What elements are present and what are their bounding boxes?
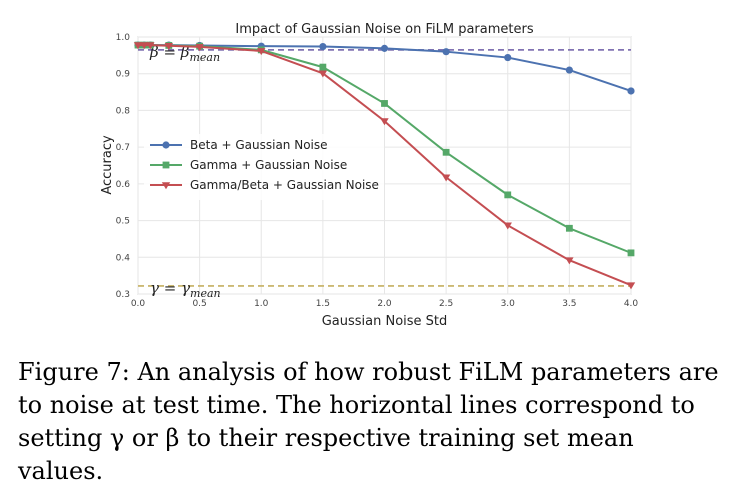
legend-box — [144, 134, 384, 200]
x-tick-label: 3.5 — [562, 299, 576, 309]
x-tick-label: 2.5 — [439, 299, 453, 309]
x-tick-label: 1.0 — [254, 299, 269, 309]
legend-label: Gamma/Beta + Gaussian Noise — [190, 178, 379, 192]
data-point — [380, 44, 389, 52]
tick-labels: 0.0 0.5 1.0 1.5 2.0 2.5 3.0 3.5 4.0 0.3 0.4 0.5 0.6 0… — [116, 33, 639, 309]
data-point — [319, 42, 327, 51]
data-point — [381, 100, 388, 107]
ref-label-eq: = — [159, 43, 181, 61]
data-point — [441, 174, 451, 182]
data-point — [627, 87, 635, 95]
data-point — [318, 70, 328, 78]
reference-line-label: γ = γmean — [150, 279, 221, 300]
ref-label-rhs: β — [180, 43, 190, 61]
data-point — [164, 43, 174, 51]
data-point — [380, 118, 389, 126]
data-point — [319, 63, 327, 71]
reference-line-label: β = βmean — [149, 43, 220, 64]
x-tick-label: 3.0 — [501, 299, 516, 309]
data-point — [146, 42, 155, 50]
ref-label-sub: mean — [190, 287, 221, 300]
legend-label: Gamma + Gaussian Noise — [190, 158, 347, 172]
data-point — [133, 42, 143, 50]
series-gamma-beta-gaussian-noise — [133, 42, 636, 290]
x-tick-label: 0.5 — [192, 299, 206, 309]
y-tick-label: 0.8 — [116, 106, 131, 116]
data-point — [442, 148, 450, 156]
x-axis-label: Gaussian Noise Std — [322, 314, 448, 329]
x-tick-label: 1.5 — [316, 299, 330, 309]
data-point — [565, 257, 574, 265]
ref-label-base: β — [149, 43, 159, 61]
legend-marker — [162, 141, 170, 149]
x-tick-label: 2.0 — [377, 299, 392, 309]
y-axis-label: Accuracy — [100, 135, 115, 195]
data-point — [565, 66, 573, 74]
figure-caption: Figure 7: An analysis of how robust FiLM… — [18, 358, 719, 485]
y-tick-label: 0.9 — [116, 70, 131, 80]
y-tick-label: 0.5 — [116, 217, 130, 227]
legend-marker — [161, 182, 171, 190]
data-point — [503, 222, 512, 230]
series-group — [133, 41, 636, 290]
data-point — [504, 53, 512, 62]
data-point — [257, 48, 266, 56]
legend-marker — [162, 161, 170, 169]
x-tick-label: 0.0 — [131, 299, 146, 309]
data-point — [195, 44, 204, 52]
data-point — [504, 191, 512, 199]
ref-label-base: γ — [150, 279, 159, 297]
y-tick-label: 1.0 — [116, 33, 131, 43]
legend-label: Beta + Gaussian Noise — [190, 138, 328, 152]
y-tick-label: 0.6 — [116, 180, 131, 190]
ref-label-eq: = — [159, 279, 181, 297]
ref-label-rhs: γ — [181, 279, 190, 297]
y-tick-label: 0.7 — [116, 143, 130, 153]
data-point — [627, 249, 635, 257]
x-tick-label: 4.0 — [624, 299, 639, 309]
data-point — [139, 42, 149, 50]
chart-title: Impact of Gaussian Noise on FiLM paramet… — [235, 22, 533, 37]
data-point — [442, 48, 450, 56]
y-tick-label: 0.3 — [116, 290, 130, 300]
legend: Beta + Gaussian Noise Gamma + Gaussian No… — [144, 134, 384, 200]
y-tick-label: 0.4 — [116, 253, 131, 263]
data-point — [565, 224, 573, 232]
data-point — [626, 282, 636, 290]
ref-label-sub: mean — [189, 51, 220, 64]
